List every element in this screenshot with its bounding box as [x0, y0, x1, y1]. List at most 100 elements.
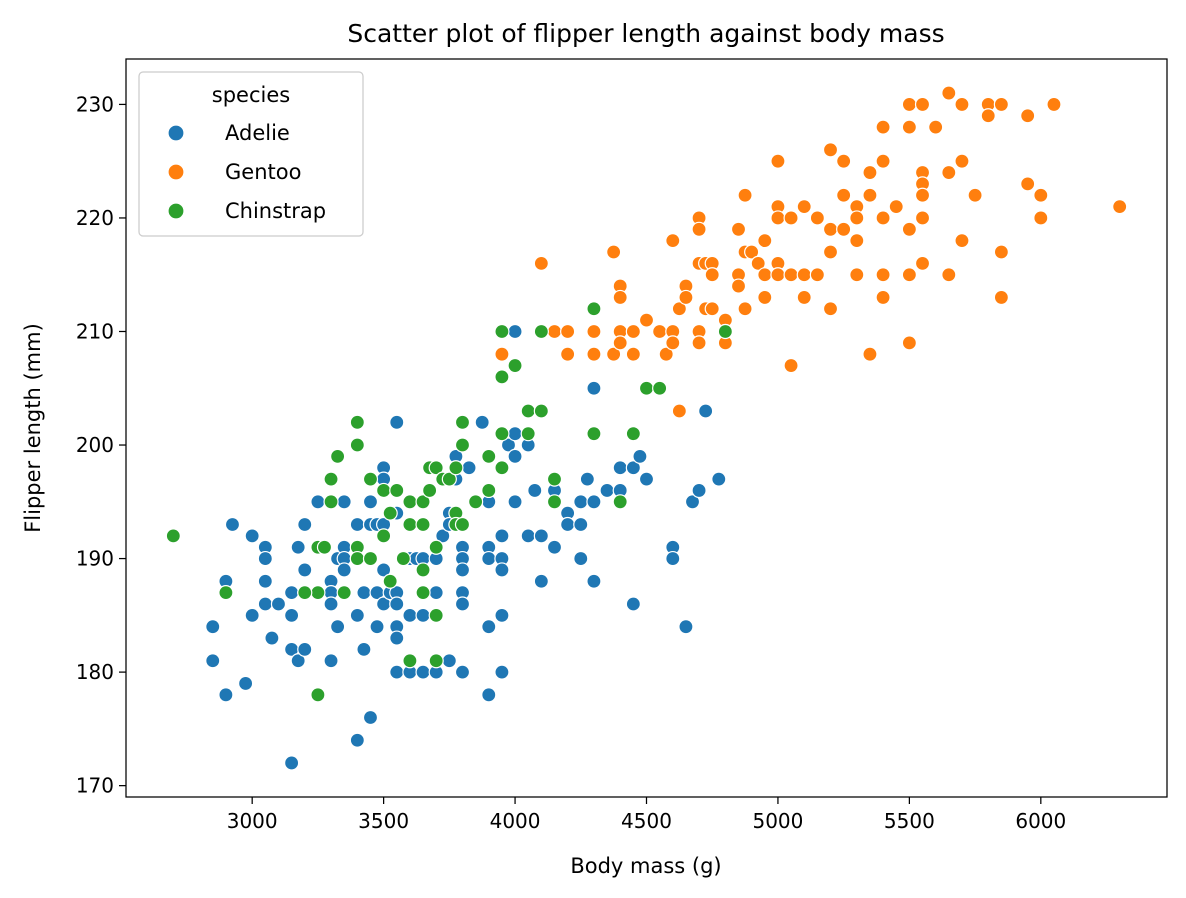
point-chinstrap	[507, 357, 523, 374]
point-adelie	[389, 596, 405, 612]
point-gentoo	[783, 210, 799, 226]
point-chinstrap	[310, 687, 326, 703]
point-gentoo	[704, 267, 720, 283]
point-adelie	[244, 528, 260, 544]
point-gentoo	[652, 323, 668, 340]
point-gentoo	[901, 96, 917, 113]
point-gentoo	[625, 346, 641, 362]
point-adelie	[349, 516, 365, 533]
point-gentoo	[967, 187, 983, 203]
point-chinstrap	[402, 653, 418, 669]
point-adelie	[389, 630, 405, 646]
point-adelie	[356, 585, 372, 601]
point-chinstrap	[546, 471, 563, 487]
x-tick-label: 3000	[227, 809, 278, 833]
point-adelie	[599, 482, 615, 499]
point-adelie	[533, 573, 549, 589]
x-tick-label: 4500	[621, 809, 672, 833]
point-adelie	[310, 494, 326, 510]
point-adelie	[362, 709, 379, 726]
point-adelie	[349, 607, 365, 623]
point-gentoo	[586, 323, 602, 340]
point-gentoo	[546, 323, 563, 340]
legend-box	[138, 71, 364, 237]
point-chinstrap	[586, 301, 602, 317]
point-chinstrap	[428, 539, 444, 555]
point-gentoo	[954, 233, 970, 249]
point-adelie	[284, 755, 300, 771]
point-gentoo	[1020, 108, 1036, 124]
point-chinstrap	[362, 550, 379, 567]
point-gentoo	[638, 312, 655, 328]
point-adelie	[428, 585, 444, 601]
point-gentoo	[849, 233, 865, 249]
point-adelie	[297, 562, 313, 578]
point-adelie	[362, 494, 379, 510]
point-adelie	[244, 607, 260, 623]
point-gentoo	[770, 153, 786, 169]
point-adelie	[481, 550, 497, 567]
point-chinstrap	[349, 550, 365, 567]
points-layer	[165, 85, 1128, 771]
point-gentoo	[914, 210, 931, 226]
point-chinstrap	[454, 516, 471, 533]
point-gentoo	[941, 164, 957, 181]
point-chinstrap	[546, 494, 563, 510]
point-gentoo	[822, 244, 839, 260]
point-adelie	[297, 516, 313, 533]
point-gentoo	[730, 278, 747, 294]
point-gentoo	[796, 289, 812, 306]
point-adelie	[454, 664, 471, 680]
point-chinstrap	[454, 414, 471, 430]
point-adelie	[376, 562, 392, 578]
point-gentoo	[941, 267, 957, 283]
x-tick-label: 3500	[358, 809, 409, 833]
point-chinstrap	[717, 323, 733, 340]
legend-label-chinstrap: Chinstrap	[225, 199, 326, 223]
x-tick-label: 4000	[490, 809, 541, 833]
point-adelie	[290, 539, 306, 555]
point-chinstrap	[415, 562, 431, 578]
point-chinstrap	[448, 460, 464, 476]
point-gentoo	[750, 255, 766, 271]
point-adelie	[415, 607, 431, 623]
point-adelie	[369, 619, 385, 635]
point-chinstrap	[323, 494, 339, 510]
y-axis-label: Flipper length (mm)	[21, 323, 45, 533]
point-gentoo	[671, 301, 687, 317]
point-gentoo	[954, 96, 970, 113]
point-gentoo	[875, 153, 891, 169]
legend-marker-adelie	[167, 124, 185, 142]
point-adelie	[435, 528, 451, 544]
x-axis-label: Body mass (g)	[570, 854, 721, 878]
point-gentoo	[1033, 210, 1049, 226]
point-adelie	[520, 528, 536, 544]
point-adelie	[441, 653, 457, 669]
point-adelie	[494, 607, 510, 623]
y-tick-label: 190	[76, 547, 114, 571]
point-chinstrap	[494, 323, 510, 340]
point-adelie	[691, 482, 707, 499]
point-chinstrap	[310, 585, 326, 601]
point-adelie	[336, 494, 352, 510]
point-gentoo	[796, 199, 812, 215]
point-chinstrap	[336, 585, 352, 601]
point-adelie	[560, 516, 576, 533]
point-adelie	[257, 573, 273, 589]
point-gentoo	[914, 255, 931, 271]
point-gentoo	[625, 323, 641, 340]
point-adelie	[612, 460, 628, 476]
point-gentoo	[658, 346, 674, 362]
point-adelie	[573, 550, 589, 567]
point-gentoo	[606, 244, 622, 260]
legend-marker-gentoo	[167, 163, 185, 181]
point-adelie	[494, 664, 510, 680]
y-tick-label: 230	[76, 92, 114, 116]
point-gentoo	[612, 289, 628, 306]
point-gentoo	[1020, 176, 1036, 192]
y-tick-label: 170	[76, 774, 114, 798]
point-gentoo	[744, 244, 760, 260]
point-adelie	[290, 653, 306, 669]
point-gentoo	[875, 210, 891, 226]
